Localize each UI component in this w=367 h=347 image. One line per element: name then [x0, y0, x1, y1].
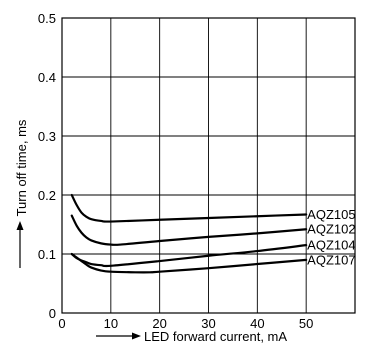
- series-label-aqz107: AQZ107: [307, 252, 355, 267]
- series-lines: [70, 193, 308, 274]
- y-tick-label: 0: [49, 306, 56, 321]
- x-tick-label: 30: [201, 316, 215, 331]
- y-axis-title-group: Turn off time, ms: [14, 119, 29, 216]
- x-tick-label: 50: [299, 316, 313, 331]
- y-tick-label: 0.3: [38, 129, 56, 144]
- x-tick-label: 10: [104, 316, 118, 331]
- y-tick-label: 0.2: [38, 188, 56, 203]
- plot-area-frame: [61, 17, 356, 314]
- y-tick-label: 0.1: [38, 247, 56, 262]
- y-tick-label: 0.5: [38, 11, 56, 26]
- y-axis-arrow: [16, 221, 24, 268]
- x-axis-label: LED forward current, mA: [144, 329, 287, 344]
- x-tick-label: 20: [152, 316, 166, 331]
- series-label-aqz102: AQZ102: [307, 222, 355, 237]
- series-label-aqz104: AQZ104: [307, 238, 355, 253]
- series-line-aqz102: [70, 214, 308, 246]
- grid: [62, 18, 355, 313]
- y-tick-label: 0.4: [38, 70, 56, 85]
- series-line-aqz105: [70, 193, 308, 223]
- arrow-right-icon: [132, 332, 141, 340]
- y-axis-label: Turn off time, ms: [14, 119, 29, 216]
- tick-labels: 0 10 20 30 40 50 0 0.1 0.2 0.3 0.4 0.5: [38, 11, 313, 331]
- arrow-up-icon: [16, 221, 24, 230]
- series-line-aqz107: [70, 252, 308, 274]
- x-tick-label: 40: [250, 316, 264, 331]
- x-tick-label: 0: [58, 316, 65, 331]
- series-label-aqz105: AQZ105: [307, 207, 355, 222]
- x-axis-arrow: [96, 332, 141, 340]
